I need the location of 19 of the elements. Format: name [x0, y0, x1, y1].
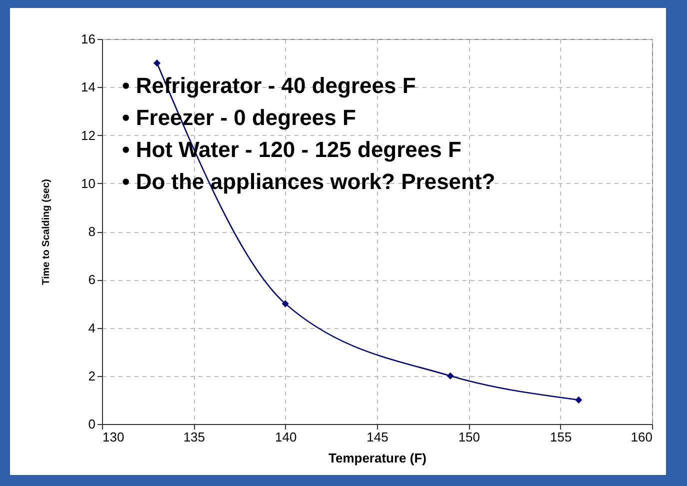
y-tick-label: 14 — [81, 80, 96, 95]
x-axis-title: Temperature (F) — [328, 450, 426, 466]
y-tick-label: 10 — [81, 176, 96, 191]
x-tick-label: 140 — [274, 430, 297, 444]
x-tick-label: 145 — [366, 430, 388, 444]
y-tick-label: 6 — [88, 272, 96, 288]
y-tick-label: 8 — [88, 224, 96, 239]
x-tick-label: 155 — [550, 430, 572, 444]
y-tick-label: 0 — [88, 416, 96, 432]
x-tick-label: 150 — [458, 430, 480, 444]
annotation: • Do the appliances work? Present? — [122, 169, 496, 194]
y-tick-label: 16 — [81, 32, 96, 46]
y-tick-label: 12 — [81, 128, 96, 143]
y-tick-label: 4 — [88, 320, 96, 336]
y-axis-title: Time to Scalding (sec) — [41, 179, 52, 285]
x-tick-label: 135 — [183, 430, 206, 444]
x-tick-label: 160 — [630, 430, 652, 444]
x-tick-label: 130 — [102, 430, 124, 444]
y-tick-label: 2 — [88, 368, 96, 384]
